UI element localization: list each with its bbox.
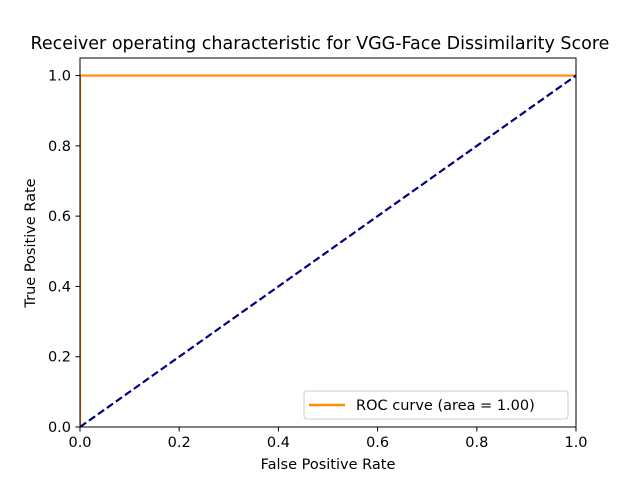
legend-box (303, 390, 569, 420)
x-tick-label: 0.6 (366, 435, 389, 451)
plot-frame (79, 57, 577, 428)
y-tick-label: 0.0 (48, 420, 71, 436)
y-tick-label: 0.6 (48, 209, 71, 225)
x-tick-label: 1.0 (564, 435, 587, 451)
x-axis-ticks: 0.0 0.2 0.4 0.6 0.8 1.0 (68, 427, 588, 451)
chart-title: Receiver operating characteristic for VG… (31, 34, 610, 54)
y-axis-label: True Positive Rate (23, 178, 39, 308)
roc-curve-line (80, 74, 576, 427)
series-layer (80, 74, 576, 427)
legend-entry-label: ROC curve (area = 1.00) (356, 398, 535, 414)
x-tick-label: 0.2 (168, 435, 191, 451)
x-tick-label: 0.4 (267, 435, 290, 451)
x-tick-label: 0.0 (68, 435, 91, 451)
y-axis-ticks: 0.0 0.2 0.4 0.6 0.8 1.0 (48, 69, 80, 436)
y-tick-label: 0.4 (48, 279, 71, 295)
y-tick-label: 0.2 (48, 350, 71, 366)
x-tick-label: 0.8 (465, 435, 488, 451)
y-tick-label: 0.8 (48, 139, 71, 155)
plot-area (80, 58, 576, 427)
x-axis-label: False Positive Rate (261, 457, 396, 473)
legend: ROC curve (area = 1.00) (303, 390, 569, 420)
chance-diagonal-line (80, 74, 576, 427)
y-tick-label: 1.0 (48, 69, 71, 85)
